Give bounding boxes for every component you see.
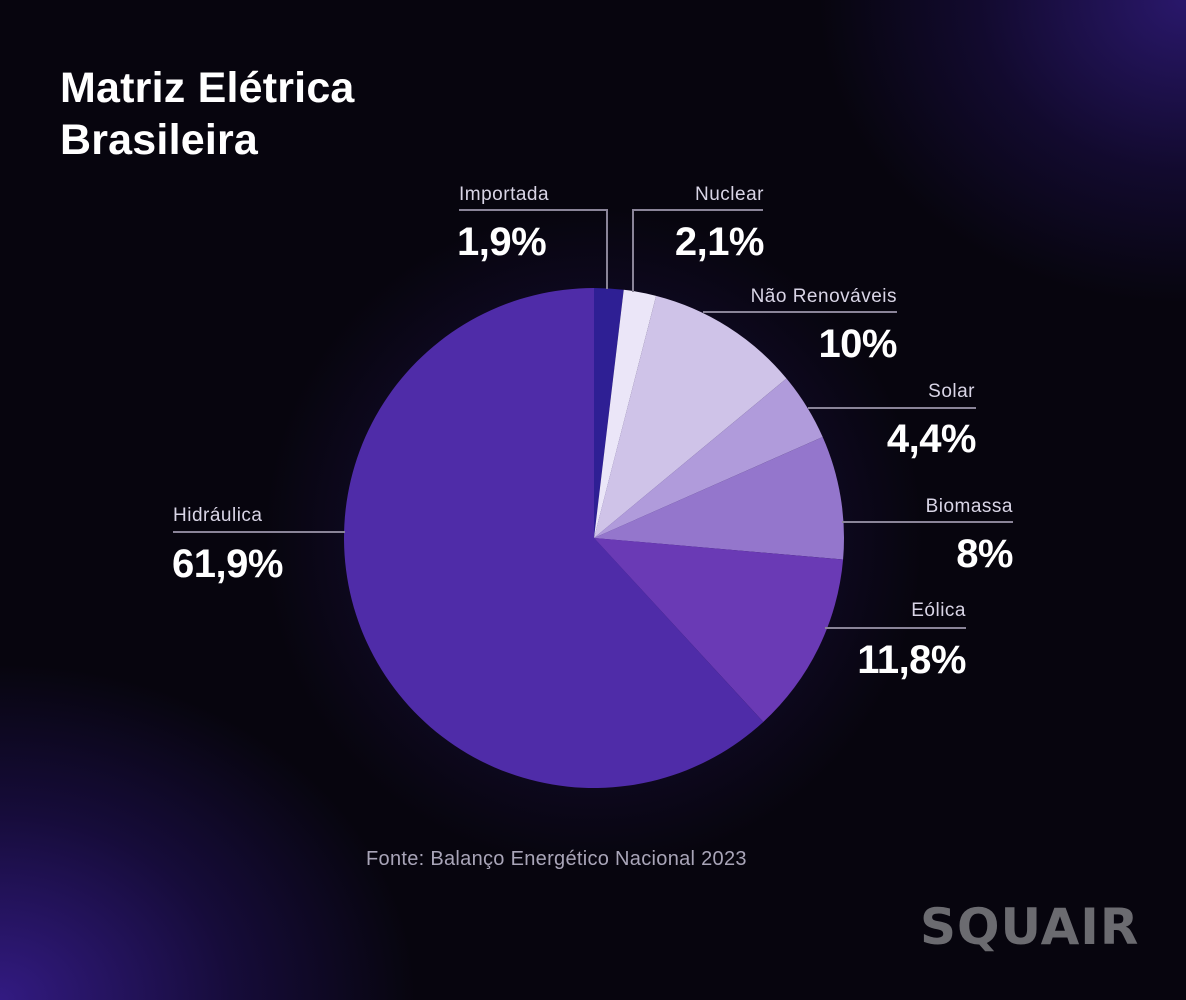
label-nuclear: Nuclear [695, 184, 764, 205]
pie-slices [343, 288, 844, 788]
pie-slice-hidraulica [343, 288, 764, 788]
label-eolica: Eólica [911, 600, 966, 621]
leader-line-importada [459, 209, 608, 289]
pie-slice-solar [594, 378, 823, 538]
leader-lines [173, 209, 1013, 629]
title-line-1: Matriz Elétrica [60, 64, 355, 112]
value-biomassa: 8% [956, 532, 1013, 576]
value-eolica: 11,8% [857, 638, 966, 682]
label-importada: Importada [459, 184, 550, 205]
value-solar: 4,4% [886, 417, 977, 461]
value-hidraulica: 61,9% [172, 542, 283, 586]
pie-slice-importada [594, 288, 624, 538]
value-nuclear: 2,1% [674, 220, 765, 264]
source-note: Fonte: Balanço Energético Nacional 2023 [366, 848, 747, 870]
pie-slice-nuclear [594, 289, 657, 538]
label-solar: Solar [928, 381, 975, 402]
leader-line-nuclear [632, 209, 763, 292]
value-importada: 1,9% [457, 220, 547, 264]
title-line-2: Brasileira [60, 116, 259, 164]
value-nao-renovaveis: 10% [818, 322, 897, 366]
pie-slice-biomassa [594, 437, 844, 560]
pie-slice-nao-renovaveis [594, 295, 787, 538]
label-hidraulica: Hidráulica [173, 505, 263, 526]
label-nao-renovaveis: Não Renováveis [750, 286, 897, 307]
chart-title: Matriz Elétrica Brasileira [60, 62, 355, 166]
label-biomassa: Biomassa [925, 496, 1013, 517]
brand-logo: SQUAIR [920, 898, 1140, 956]
pie-slice-eolica [594, 538, 844, 722]
